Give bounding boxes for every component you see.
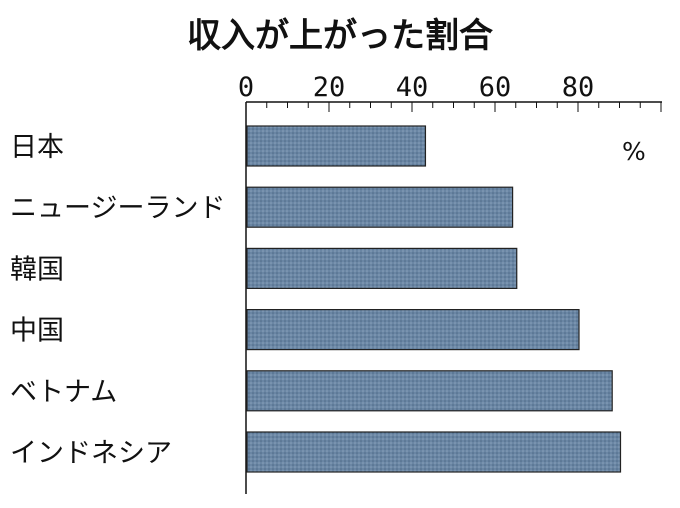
- bar: [246, 186, 514, 228]
- bar: [246, 431, 622, 473]
- category-label: 日本: [10, 132, 64, 163]
- x-tick-label: 60: [479, 72, 512, 103]
- x-tick-label: 80: [562, 72, 595, 103]
- bar-layer: [246, 125, 622, 473]
- x-tick-label: 40: [396, 72, 429, 103]
- unit-label: %: [622, 137, 646, 166]
- bar: [246, 125, 427, 167]
- bar: [246, 247, 518, 289]
- x-tick-label: 20: [313, 72, 346, 103]
- category-label: 韓国: [10, 254, 64, 285]
- category-label: ベトナム: [10, 377, 117, 408]
- axis-layer: [245, 101, 662, 494]
- bar: [246, 309, 580, 351]
- x-tick-label: 0: [238, 72, 254, 103]
- category-label: 中国: [10, 316, 64, 347]
- chart-title: 収入が上がった割合: [187, 16, 493, 56]
- category-label: ニュージーランド: [10, 193, 225, 224]
- bar: [246, 370, 613, 412]
- category-label: インドネシア: [10, 438, 172, 469]
